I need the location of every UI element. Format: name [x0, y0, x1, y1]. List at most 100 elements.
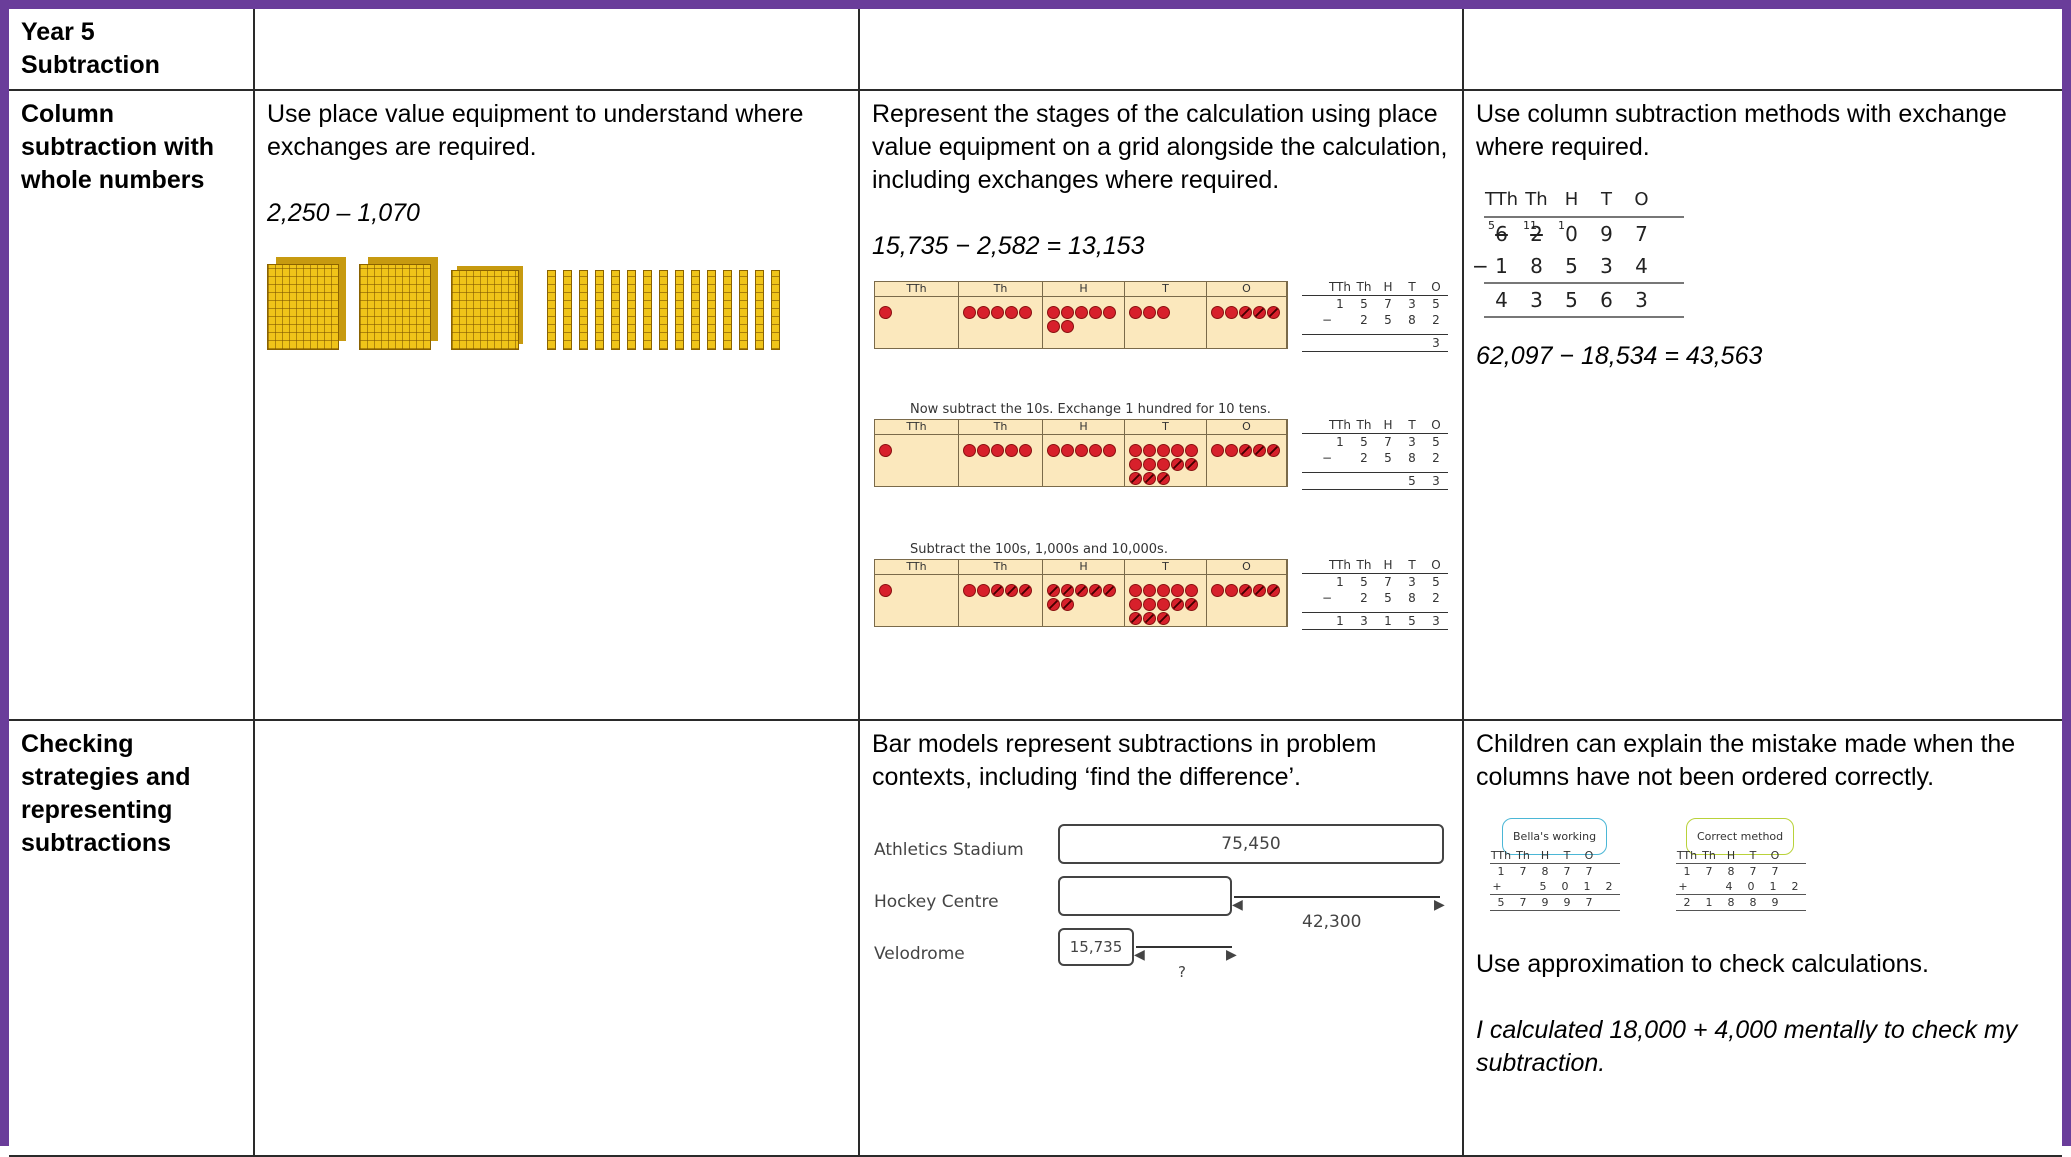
counter-crossed	[1047, 584, 1060, 597]
calc-header: TTh	[1328, 418, 1352, 432]
cell-text: Use approximation to check calculations.	[1476, 950, 1930, 978]
digit-value: 9	[1600, 222, 1613, 246]
counter	[963, 306, 976, 319]
pv-column	[959, 560, 1043, 626]
counters	[963, 584, 1039, 597]
counters	[1047, 584, 1121, 611]
pv-header: Th	[959, 282, 1043, 297]
counter	[1089, 306, 1102, 319]
digit: 8	[1408, 313, 1416, 327]
pv-grid: TTh Th H T O	[874, 281, 1288, 349]
calc-line	[1302, 351, 1448, 352]
calc-row: − 2 5 8 2	[1302, 590, 1448, 606]
counter	[963, 444, 976, 457]
mini-header: T	[1563, 849, 1571, 862]
counter	[1185, 584, 1198, 597]
pv-header: H	[1043, 420, 1125, 435]
digit: 1	[1495, 254, 1508, 278]
counter	[1225, 444, 1238, 457]
cell-text: Represent the stages of the calculation …	[872, 100, 1448, 194]
counter-crossed	[1253, 306, 1266, 319]
ten-rod	[547, 270, 556, 350]
ten-rod	[563, 270, 572, 350]
counter-crossed	[1019, 584, 1032, 597]
empty-cell	[253, 719, 860, 1157]
digit: 7	[1749, 865, 1757, 878]
digit: 8	[1541, 865, 1549, 878]
table-row: Column subtraction with whole numbers Us…	[9, 89, 2062, 721]
counter	[1211, 584, 1224, 597]
digit: 3	[1408, 435, 1416, 449]
digit: 2	[1360, 591, 1368, 605]
counter	[1211, 444, 1224, 457]
calc-answer-row: 1 3 1 5 3	[1302, 613, 1448, 629]
column-headers: TTh Th H T O	[1484, 184, 1684, 218]
counter	[1129, 458, 1142, 471]
counter-crossed	[1143, 612, 1156, 625]
digit: 1	[1497, 865, 1505, 878]
ten-rod	[755, 270, 764, 350]
counter	[1061, 444, 1074, 457]
cell-text: Use place value equipment to understand …	[267, 100, 804, 161]
counter	[1129, 598, 1142, 611]
pv-column	[1207, 560, 1287, 626]
arrow-head-left: ◀	[1134, 947, 1145, 963]
pv-column	[959, 282, 1043, 348]
counters	[1129, 584, 1203, 625]
counter	[977, 306, 990, 319]
counter-crossed	[1267, 306, 1280, 319]
digit: 5	[1360, 297, 1368, 311]
mini-header: O	[1584, 849, 1594, 862]
counter-crossed	[1047, 598, 1060, 611]
counters	[1211, 444, 1283, 457]
calc-row: − 2 5 8 2	[1302, 450, 1448, 466]
bella-working: TTh Th H T O 1 7 8 7 7 +5 0 1 2 5 7 9 9 7	[1490, 848, 1620, 911]
cell-checking: Children can explain the mistake made wh…	[1462, 719, 2062, 1157]
difference-arrow	[1136, 946, 1232, 948]
digit: 5	[1384, 591, 1392, 605]
digit: 7	[1705, 865, 1713, 878]
digit: 8	[1408, 451, 1416, 465]
counter-crossed	[1005, 584, 1018, 597]
counter	[1047, 306, 1060, 319]
pv-column	[959, 420, 1043, 486]
cell-text: Bar models represent subtractions in pro…	[872, 730, 1377, 791]
pv-column	[1043, 560, 1125, 626]
counter	[1171, 444, 1184, 457]
ten-rod	[723, 270, 732, 350]
counters	[1129, 444, 1203, 485]
digit: 9	[1563, 896, 1571, 909]
counter	[1143, 458, 1156, 471]
bar-model: Athletics Stadium Hockey Centre Velodrom…	[872, 824, 1450, 984]
mini-row: +5 0 1 2	[1490, 879, 1620, 894]
minus-sign: −	[1472, 254, 1489, 278]
cell-pv-grid: Represent the stages of the calculation …	[858, 89, 1464, 721]
pv-column	[875, 420, 959, 486]
counter-crossed	[1239, 584, 1252, 597]
digit: 7	[1624, 218, 1659, 250]
counter-crossed	[1253, 584, 1266, 597]
digit: 9	[1541, 896, 1549, 909]
pv-column	[1207, 420, 1287, 486]
cell-bar-model: Bar models represent subtractions in pro…	[858, 719, 1464, 1157]
counter	[1157, 584, 1170, 597]
counter-crossed	[1157, 472, 1170, 485]
counter-crossed	[1267, 444, 1280, 457]
counter	[1005, 444, 1018, 457]
digit: 5	[1408, 474, 1416, 488]
digit: 3	[1432, 474, 1440, 488]
digit-value: 2	[1530, 222, 1543, 246]
calc-line	[1302, 489, 1448, 490]
pv-header: O	[1207, 420, 1287, 435]
arrow-head-right: ▶	[1226, 947, 1237, 963]
counter-crossed	[1061, 584, 1074, 597]
ten-rod	[771, 270, 780, 350]
digit: 8	[1727, 865, 1735, 878]
counter	[1143, 584, 1156, 597]
subtraction-table: Year 5 Subtraction Column subtraction wi…	[9, 9, 2062, 1157]
digit: 7	[1384, 575, 1392, 589]
calc-header: TTh	[1328, 558, 1352, 572]
digit: 3	[1432, 336, 1440, 350]
